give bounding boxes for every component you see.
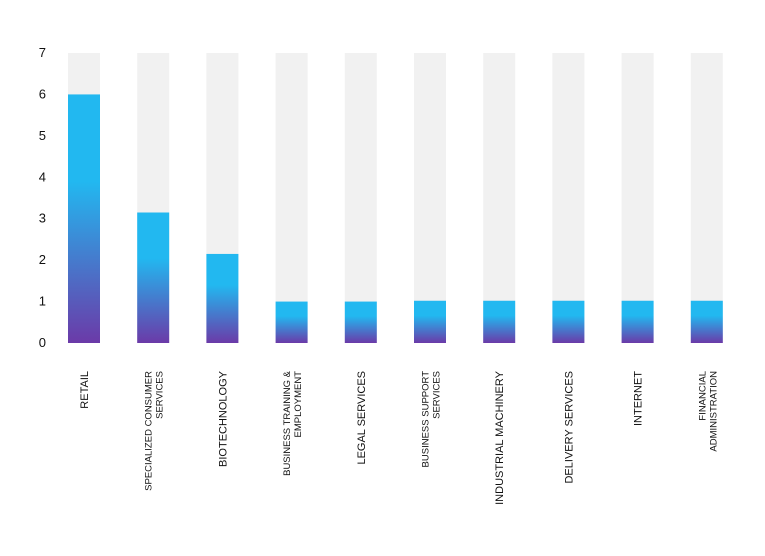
y-tick-label: 0 bbox=[39, 335, 46, 350]
y-axis: 0 1 2 3 4 5 6 7 bbox=[39, 45, 46, 350]
y-tick-label: 1 bbox=[39, 294, 46, 309]
x-tick-label: LEGAL SERVICES bbox=[356, 371, 368, 465]
bar bbox=[483, 300, 516, 343]
y-tick-label: 5 bbox=[39, 128, 46, 143]
x-tick-label-line: BUSINESS SUPPORT bbox=[421, 371, 432, 468]
bar-track bbox=[483, 53, 516, 343]
x-axis: RETAIL SPECIALIZED CONSUMER SERVICES BIOTEC… bbox=[79, 370, 719, 505]
bar bbox=[621, 300, 654, 343]
x-tick-label-line: DELIVERY SERVICES bbox=[563, 371, 575, 484]
bar bbox=[68, 94, 100, 343]
bar bbox=[275, 301, 308, 343]
bar bbox=[690, 300, 723, 343]
bar-track bbox=[621, 53, 654, 343]
x-tick-label: BUSINESS TRAINING & EMPLOYMENT bbox=[282, 370, 304, 476]
x-tick-label-line: ADMINISTRATION bbox=[708, 371, 719, 452]
bar-track bbox=[275, 53, 308, 343]
x-tick-label: FINANCIAL ADMINISTRATION bbox=[697, 371, 719, 452]
x-tick-label: DELIVERY SERVICES bbox=[563, 371, 575, 484]
bar-track bbox=[414, 53, 446, 343]
x-tick-label-line: BIOTECHNOLOGY bbox=[217, 370, 229, 467]
x-tick-label-line: SPECIALIZED CONSUMER bbox=[144, 371, 155, 491]
bar bbox=[552, 300, 585, 343]
y-tick-label: 3 bbox=[39, 211, 46, 226]
x-tick-label-line: SERVICES bbox=[155, 371, 166, 419]
bar-track bbox=[552, 53, 585, 343]
bar bbox=[137, 212, 170, 343]
bar bbox=[344, 301, 377, 343]
x-tick-label-line: EMPLOYMENT bbox=[293, 371, 304, 438]
x-tick-label: SPECIALIZED CONSUMER SERVICES bbox=[144, 371, 166, 491]
x-tick-label-line: BUSINESS TRAINING & bbox=[282, 370, 293, 476]
x-tick-label-line: INTERNET bbox=[633, 371, 645, 426]
bar bbox=[206, 253, 239, 343]
x-tick-label: RETAIL bbox=[79, 371, 91, 409]
x-tick-label-line: RETAIL bbox=[79, 371, 91, 409]
bars bbox=[68, 53, 723, 343]
y-tick-label: 6 bbox=[39, 86, 46, 101]
x-tick-label-line: SERVICES bbox=[432, 371, 443, 419]
bar-track bbox=[690, 53, 723, 343]
x-tick-label: INDUSTRIAL MACHINERY bbox=[494, 370, 506, 505]
x-tick-label: INTERNET bbox=[633, 371, 645, 426]
y-tick-label: 2 bbox=[39, 252, 46, 267]
y-tick-label: 7 bbox=[39, 45, 46, 60]
x-tick-label: BUSINESS SUPPORT SERVICES bbox=[421, 371, 443, 468]
x-tick-label-line: LEGAL SERVICES bbox=[356, 371, 368, 465]
x-tick-label: BIOTECHNOLOGY bbox=[217, 370, 229, 467]
bar-track bbox=[344, 53, 377, 343]
y-tick-label: 4 bbox=[39, 169, 46, 184]
x-tick-label-line: INDUSTRIAL MACHINERY bbox=[494, 370, 506, 505]
x-tick-label-line: FINANCIAL bbox=[697, 371, 708, 421]
bar bbox=[414, 300, 446, 343]
